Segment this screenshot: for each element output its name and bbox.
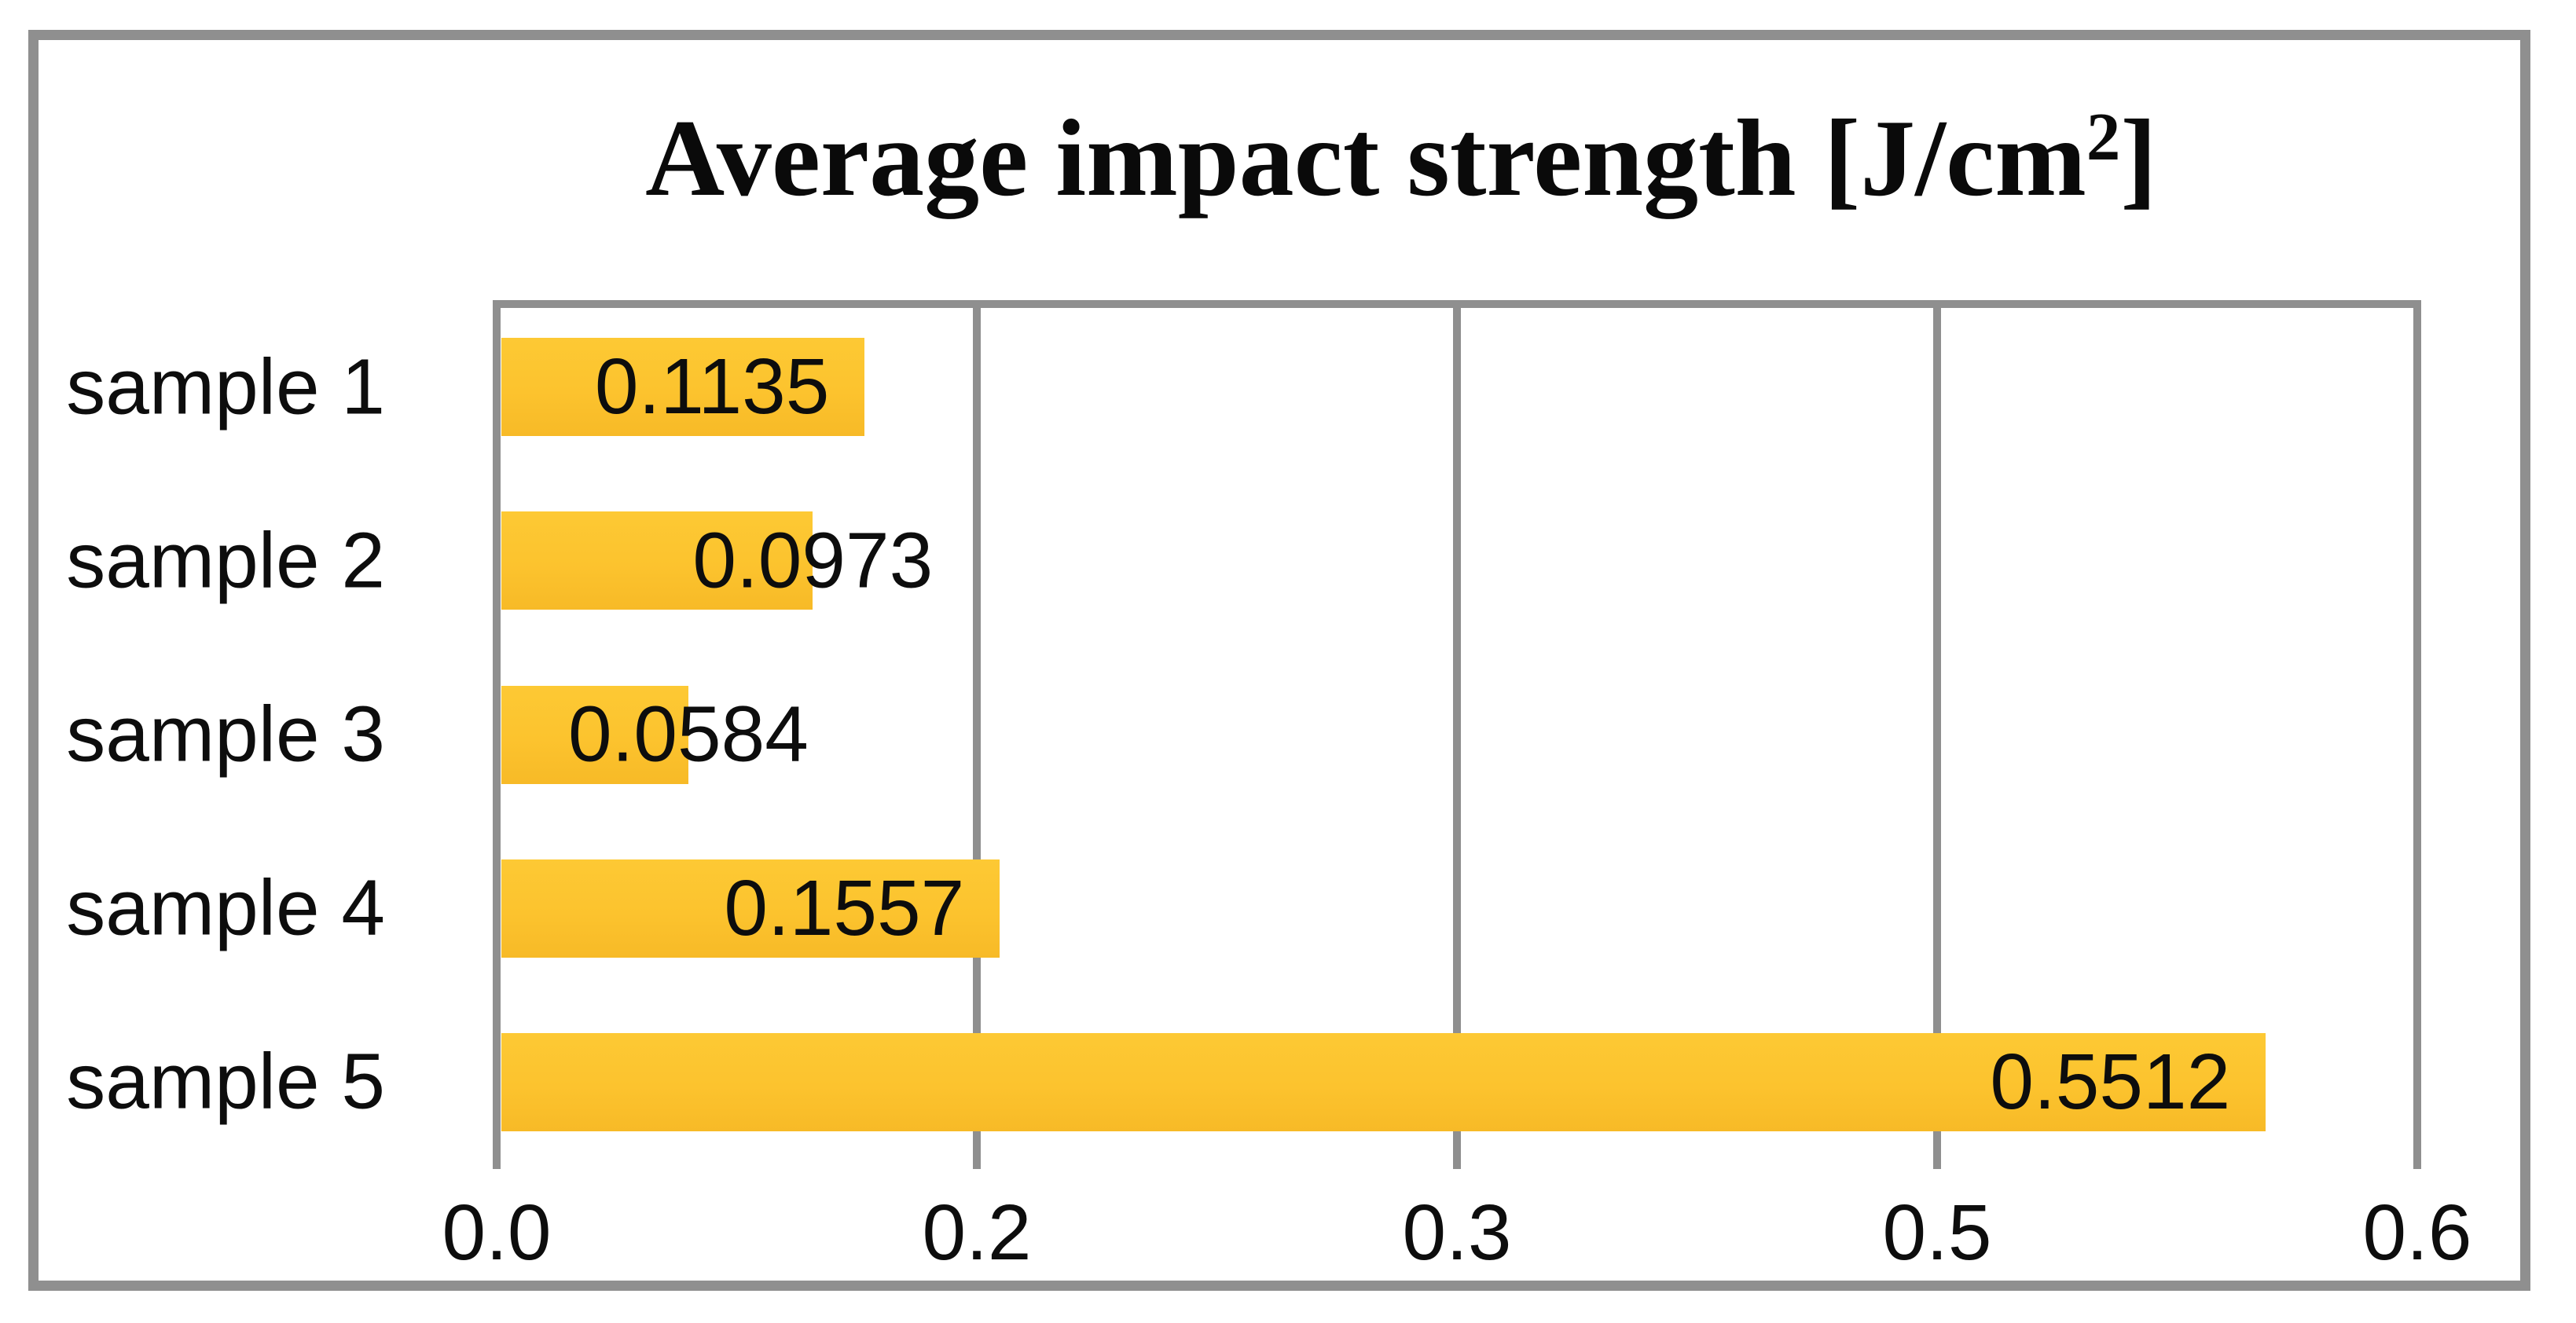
plot-area: 0.1135 0.0973 0.0584 0.1557 0.5512 [493, 300, 2421, 1169]
x-axis-tick-label: 0.5 [1882, 1189, 1992, 1277]
value-label: 0.1135 [594, 343, 830, 431]
gridline [973, 300, 981, 1169]
value-axis-line [493, 300, 501, 1169]
bar: 0.1135 [501, 338, 865, 437]
value-label: 0.5512 [1990, 1037, 2231, 1126]
value-label: 0.1557 [724, 863, 965, 952]
value-label: 0.0973 [692, 516, 934, 605]
category-label: sample 2 [66, 516, 385, 605]
category-label: sample 4 [66, 863, 385, 952]
value-label: 0.0584 [567, 690, 809, 779]
category-label: sample 5 [66, 1037, 385, 1126]
bar [501, 511, 813, 610]
chart-title-suffix: ] [2120, 97, 2157, 219]
chart-title-text: Average impact strength [J/cm [645, 97, 2086, 219]
category-label: sample 1 [66, 343, 385, 431]
x-axis-tick-label: 0.3 [1402, 1189, 1512, 1277]
chart-title-superscript: 2 [2086, 98, 2121, 174]
bar [501, 685, 688, 784]
gridline [2413, 300, 2421, 1169]
gridline [1933, 300, 1941, 1169]
gridline [1453, 300, 1461, 1169]
x-axis-tick-label: 0.2 [922, 1189, 1032, 1277]
category-label: sample 3 [66, 690, 385, 779]
bar: 0.5512 [501, 1032, 2266, 1131]
x-axis-tick-label: 0.6 [2362, 1189, 2472, 1277]
chart-title: Average impact strength [J/cm2] [385, 101, 2417, 216]
bar: 0.1557 [501, 859, 1000, 958]
x-axis-tick-label: 0.0 [442, 1189, 552, 1277]
